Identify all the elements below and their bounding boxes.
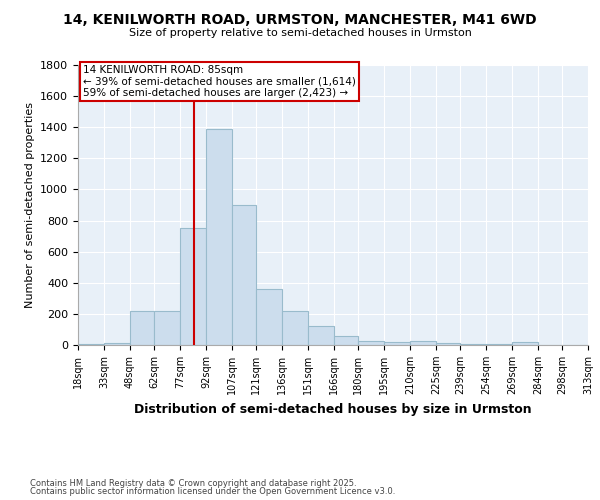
Bar (180, 228, 206, 345)
Bar (232, 205, 256, 345)
Y-axis label: Number of semi-detached properties: Number of semi-detached properties (25, 102, 35, 308)
Bar (282, 311, 308, 345)
Text: Contains HM Land Registry data © Crown copyright and database right 2025.: Contains HM Land Registry data © Crown c… (30, 478, 356, 488)
X-axis label: Distribution of semi-detached houses by size in Urmston: Distribution of semi-detached houses by … (134, 402, 532, 415)
Bar (512, 342, 538, 345)
Bar (104, 342, 130, 345)
Text: 14, KENILWORTH ROAD, URMSTON, MANCHESTER, M41 6WD: 14, KENILWORTH ROAD, URMSTON, MANCHESTER… (63, 12, 537, 26)
Bar (384, 342, 410, 345)
Bar (486, 344, 512, 345)
Bar (130, 311, 154, 345)
Text: 14 KENILWORTH ROAD: 85sqm
← 39% of semi-detached houses are smaller (1,614)
59% : 14 KENILWORTH ROAD: 85sqm ← 39% of semi-… (83, 65, 356, 98)
Bar (410, 341, 436, 345)
Bar (256, 289, 282, 345)
Bar (436, 344, 460, 345)
Bar (308, 326, 334, 345)
Text: Size of property relative to semi-detached houses in Urmston: Size of property relative to semi-detach… (128, 28, 472, 38)
Bar (78, 344, 104, 345)
Bar (334, 336, 358, 345)
Bar (206, 129, 232, 345)
Bar (154, 311, 180, 345)
Bar (358, 341, 384, 345)
Text: Contains public sector information licensed under the Open Government Licence v3: Contains public sector information licen… (30, 487, 395, 496)
Bar (460, 344, 486, 345)
